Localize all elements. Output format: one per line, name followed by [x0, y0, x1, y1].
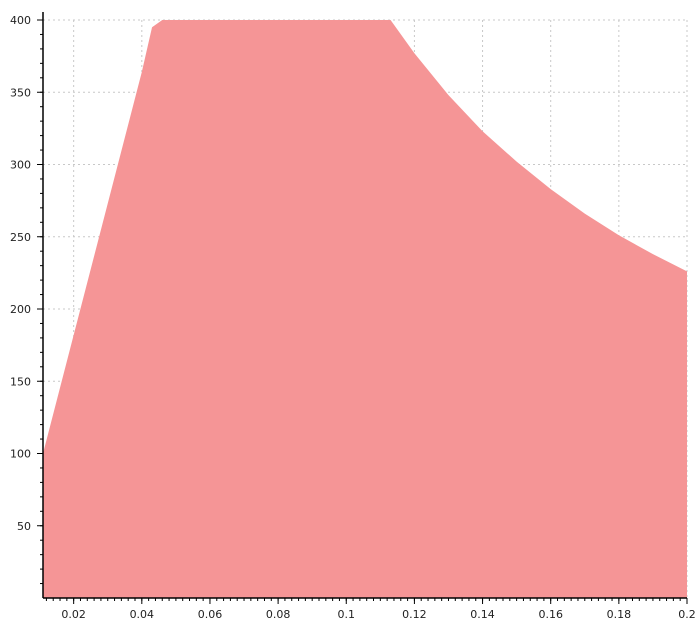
axes — [42, 12, 687, 599]
x-tick-label: 0.16 — [538, 608, 563, 621]
x-tick-label: 0.1 — [338, 608, 356, 621]
y-tick-label: 300 — [10, 159, 31, 172]
series-area — [43, 20, 687, 598]
y-tick-label: 200 — [10, 303, 31, 316]
x-tick-label: 0.18 — [607, 608, 632, 621]
x-tick-label: 0.12 — [402, 608, 427, 621]
x-tick-label: 0.2 — [678, 608, 696, 621]
x-tick-label: 0.14 — [470, 608, 495, 621]
y-tick-label: 100 — [10, 448, 31, 461]
y-tick-label: 150 — [10, 375, 31, 388]
y-tick-label: 400 — [10, 14, 31, 27]
x-tick-label: 0.04 — [130, 608, 155, 621]
x-tick-label: 0.02 — [61, 608, 86, 621]
x-tick-label: 0.08 — [266, 608, 291, 621]
y-tick-label: 250 — [10, 231, 31, 244]
y-tick-label: 50 — [17, 520, 31, 533]
tick-marks — [37, 19, 688, 604]
x-tick-label: 0.06 — [198, 608, 223, 621]
y-tick-label: 350 — [10, 86, 31, 99]
tick-labels: 0.02 0.04 0.06 0.08 0.1 0.12 0.14 0.16 0.18 0.2 50… — [10, 14, 696, 621]
